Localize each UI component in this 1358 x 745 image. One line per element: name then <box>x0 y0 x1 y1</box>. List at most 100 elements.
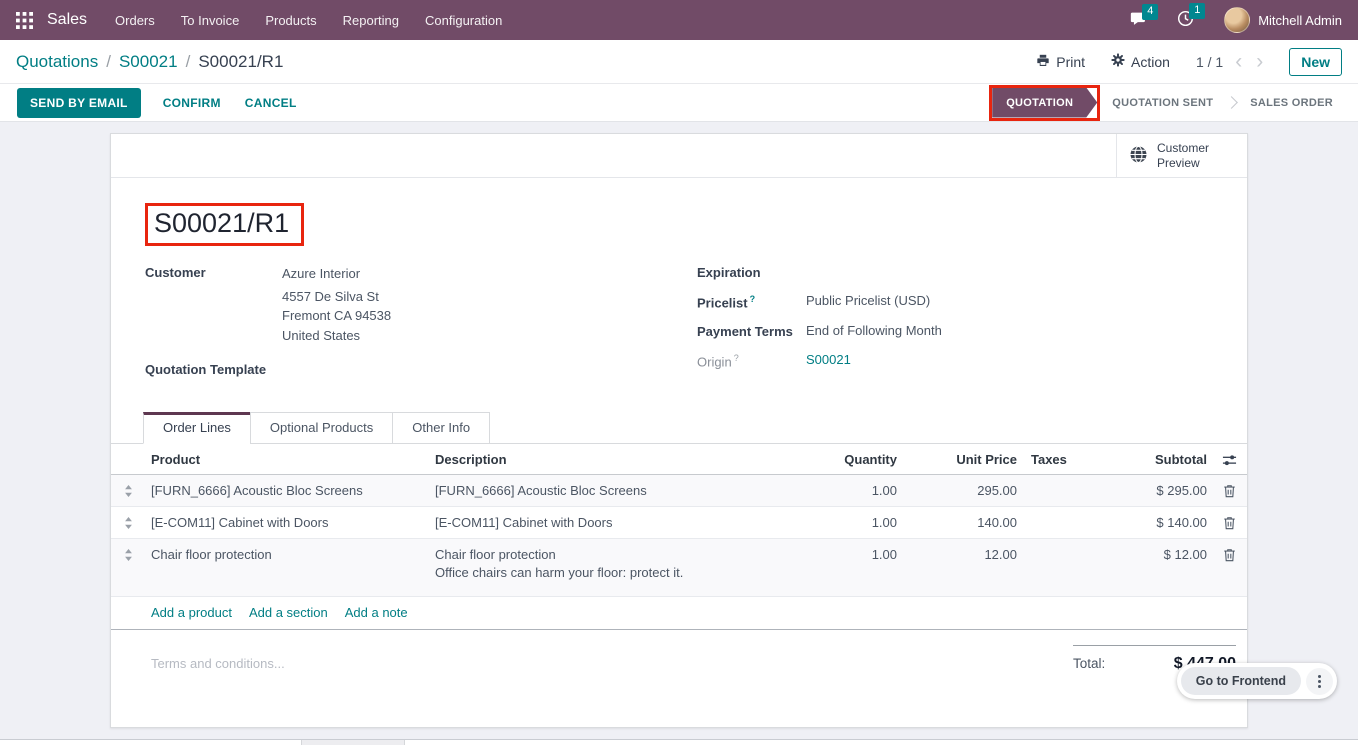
drag-handle-icon[interactable] <box>111 507 145 537</box>
cell-quantity[interactable]: 1.00 <box>871 483 897 498</box>
expiration-label: Expiration <box>697 265 761 280</box>
top-navbar: Sales Orders To Invoice Products Reporti… <box>0 0 1358 40</box>
help-marker: ? <box>733 353 739 364</box>
origin-field[interactable]: S00021 <box>806 352 851 368</box>
tab-order-lines[interactable]: Order Lines <box>143 412 251 444</box>
stage-sales-order[interactable]: SALES ORDER <box>1250 96 1333 109</box>
cell-description[interactable]: Chair floor protection Office chairs can… <box>433 539 811 588</box>
record-title: S00021/R1 <box>154 208 290 238</box>
frontend-more-options-icon[interactable] <box>1306 667 1333 695</box>
messages-button[interactable]: 4 <box>1130 3 1159 30</box>
cell-unit-price[interactable]: 12.00 <box>984 547 1017 562</box>
cell-unit-price[interactable]: 295.00 <box>977 483 1017 498</box>
breadcrumb: Quotations / S00021 / S00021/R1 <box>16 52 1036 72</box>
printer-icon <box>1036 54 1050 70</box>
apps-grid-icon[interactable] <box>16 11 33 29</box>
go-to-frontend-button[interactable]: Go to Frontend <box>1180 667 1301 695</box>
cell-unit-price[interactable]: 140.00 <box>977 515 1017 530</box>
print-label: Print <box>1056 53 1086 70</box>
cell-subtotal: $ 140.00 <box>1156 515 1207 530</box>
breadcrumb-s00021[interactable]: S00021 <box>118 51 178 71</box>
customer-address-line: United States <box>282 327 361 343</box>
delete-row-icon[interactable] <box>1209 539 1249 562</box>
customer-address-line: 4557 De Silva St <box>282 288 379 304</box>
pager-previous-icon[interactable]: ‹ <box>1235 49 1243 73</box>
column-header-unit-price: Unit Price <box>956 452 1017 467</box>
cell-quantity[interactable]: 1.00 <box>871 515 897 530</box>
terms-and-conditions-field[interactable]: Terms and conditions... <box>151 656 285 671</box>
add-note-link[interactable]: Add a note <box>344 605 408 620</box>
bottom-strip-cell <box>301 740 405 745</box>
messages-badge: 4 <box>1142 3 1159 20</box>
customer-label: Customer <box>145 265 206 280</box>
payment-terms-field[interactable]: End of Following Month <box>806 323 942 339</box>
cell-taxes[interactable] <box>1019 507 1097 523</box>
cell-product[interactable]: [E-COM11] Cabinet with Doors <box>151 515 329 530</box>
form-view: Customer Preview S00021/R1 Customer Azur… <box>0 122 1358 728</box>
breadcrumb-separator: / <box>106 51 111 71</box>
add-line-row: Add a product Add a section Add a note <box>111 597 1247 630</box>
activities-button[interactable]: 1 <box>1177 3 1206 30</box>
nav-item-orders[interactable]: Orders <box>115 12 155 28</box>
customer-preview-label: Customer Preview <box>1157 140 1210 170</box>
cell-description-note: Office chairs can harm your floor: prote… <box>435 565 684 580</box>
customer-address-line: Fremont CA 94538 <box>282 308 392 323</box>
help-marker: ? <box>749 294 756 304</box>
user-menu[interactable]: Mitchell Admin <box>1224 7 1342 33</box>
breadcrumb-current: S00021/R1 <box>198 51 284 71</box>
cell-description[interactable]: [E-COM11] Cabinet with Doors <box>435 515 613 530</box>
table-header-row: Product Description Quantity Unit Price … <box>111 444 1247 475</box>
message-bubble-icon <box>1130 11 1147 30</box>
order-line-row: Chair floor protection Chair floor prote… <box>111 539 1247 597</box>
total-label: Total: <box>1073 656 1106 671</box>
action-button[interactable]: Action <box>1111 53 1170 70</box>
customer-name-field[interactable]: Azure Interior <box>282 266 361 281</box>
delete-row-icon[interactable] <box>1209 475 1249 498</box>
nav-item-reporting[interactable]: Reporting <box>342 12 399 28</box>
pager: 1 / 1 ‹ › <box>1195 49 1265 73</box>
order-lines-table: Product Description Quantity Unit Price … <box>111 444 1247 630</box>
drag-handle-icon[interactable] <box>111 539 145 569</box>
send-by-email-button[interactable]: SEND BY EMAIL <box>17 87 141 118</box>
annotation-box-title: S00021/R1 <box>145 203 305 246</box>
bottom-partial-strip <box>0 739 1358 745</box>
pricelist-label: Pricelist? <box>697 294 756 311</box>
notebook-tabs: Order Lines Optional Products Other Info <box>111 412 1247 444</box>
cell-quantity[interactable]: 1.00 <box>871 547 897 562</box>
delete-row-icon[interactable] <box>1209 507 1249 530</box>
pricelist-field[interactable]: Public Pricelist (USD) <box>806 293 931 308</box>
optional-columns-icon[interactable] <box>1209 444 1249 468</box>
nav-item-configuration[interactable]: Configuration <box>425 12 503 28</box>
breadcrumb-quotations[interactable]: Quotations <box>16 51 99 71</box>
frontend-switcher: Go to Frontend <box>1176 663 1337 699</box>
tab-other-info[interactable]: Other Info <box>392 412 491 444</box>
customer-preview-button[interactable]: Customer Preview <box>1116 134 1247 177</box>
cell-product[interactable]: Chair floor protection <box>151 547 272 562</box>
confirm-button[interactable]: CONFIRM <box>162 95 221 110</box>
column-header-product: Product <box>151 452 201 467</box>
activities-badge: 1 <box>1189 3 1206 19</box>
nav-item-to-invoice[interactable]: To Invoice <box>180 12 240 28</box>
new-button[interactable]: New <box>1289 47 1342 76</box>
pager-next-icon[interactable]: › <box>1256 49 1264 73</box>
tab-optional-products[interactable]: Optional Products <box>249 412 394 444</box>
app-brand[interactable]: Sales <box>47 11 88 28</box>
stage-quotation[interactable]: QUOTATION <box>992 88 1097 118</box>
stage-quotation-sent[interactable]: QUOTATION SENT <box>1112 96 1214 109</box>
payment-terms-label: Payment Terms <box>697 324 793 340</box>
pager-count: 1 / 1 <box>1195 53 1224 70</box>
origin-label: Origin? <box>697 353 739 370</box>
cell-product[interactable]: [FURN_6666] Acoustic Bloc Screens <box>151 483 363 498</box>
action-button-bar: SEND BY EMAIL CONFIRM CANCEL QUOTATION Q… <box>0 84 1358 122</box>
quotation-sheet: Customer Preview S00021/R1 Customer Azur… <box>110 133 1248 728</box>
cell-description[interactable]: [FURN_6666] Acoustic Bloc Screens <box>435 483 647 498</box>
cell-taxes[interactable] <box>1019 539 1097 555</box>
nav-item-products[interactable]: Products <box>265 12 317 28</box>
cell-taxes[interactable] <box>1019 475 1097 491</box>
drag-handle-icon[interactable] <box>111 475 145 505</box>
sheet-button-box: Customer Preview <box>111 134 1247 178</box>
add-section-link[interactable]: Add a section <box>248 605 328 620</box>
print-button[interactable]: Print <box>1036 54 1085 70</box>
cancel-button[interactable]: CANCEL <box>244 95 297 110</box>
add-product-link[interactable]: Add a product <box>151 605 232 620</box>
